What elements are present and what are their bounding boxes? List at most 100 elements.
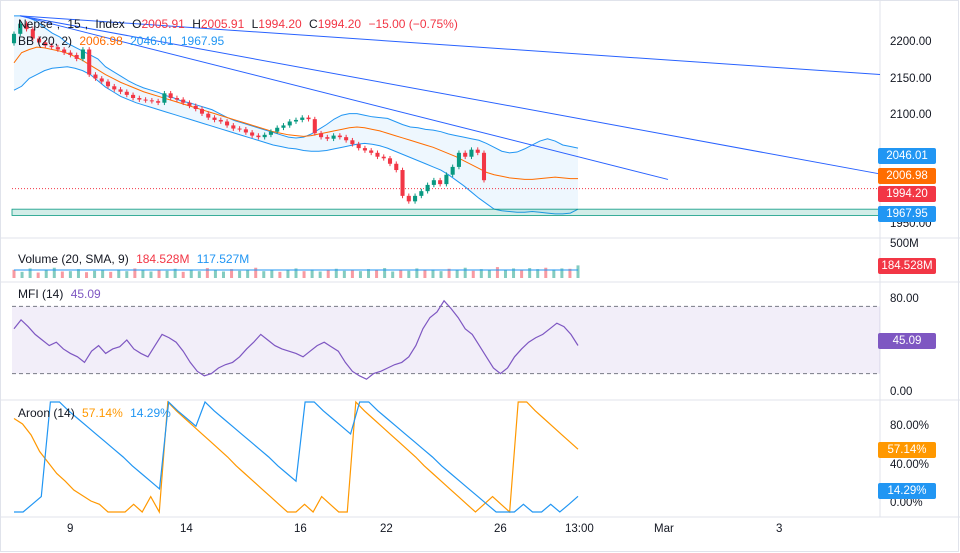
candle-body bbox=[174, 98, 179, 100]
mfi-legend[interactable]: MFI (14) 45.09 bbox=[18, 287, 105, 301]
volume-legend[interactable]: Volume (20, SMA, 9) 184.528M 117.527M bbox=[18, 252, 253, 266]
time-tick: 3 bbox=[776, 523, 783, 535]
trendline-3 bbox=[19, 15, 669, 180]
volume-bar bbox=[326, 270, 330, 278]
candle-body bbox=[350, 140, 355, 145]
candle-body bbox=[325, 137, 330, 139]
candle-body bbox=[112, 86, 117, 90]
volume-bar bbox=[536, 269, 540, 278]
support-zone bbox=[11, 208, 881, 216]
volume-bar bbox=[165, 270, 169, 278]
candle-body bbox=[250, 132, 255, 136]
interval[interactable]: 15 bbox=[67, 17, 81, 31]
candle-body bbox=[306, 117, 311, 120]
volume-bar bbox=[350, 269, 354, 278]
bb-basis-badge: 2006.98 bbox=[878, 168, 936, 184]
volume-bar bbox=[576, 265, 580, 278]
volume-bar bbox=[528, 268, 532, 278]
candle-body bbox=[62, 49, 67, 53]
volume-bar bbox=[487, 269, 491, 278]
volume-bar bbox=[52, 267, 56, 278]
candle-body bbox=[287, 121, 292, 126]
volume-bar bbox=[270, 269, 274, 278]
candle-body bbox=[37, 38, 42, 43]
volume-bar bbox=[76, 269, 80, 278]
candle-body bbox=[49, 45, 54, 48]
candle-body bbox=[131, 94, 136, 99]
candle-body bbox=[337, 135, 342, 138]
time-tick: 14 bbox=[180, 523, 193, 535]
volume-bar bbox=[358, 271, 362, 278]
price-tick: 2100.00 bbox=[890, 109, 932, 121]
volume-bar bbox=[375, 270, 379, 278]
volume-bar bbox=[246, 270, 250, 278]
volume-bar bbox=[383, 268, 387, 278]
volume-bar bbox=[157, 269, 161, 278]
candle-body bbox=[406, 195, 411, 202]
time-tick: 9 bbox=[67, 523, 74, 535]
volume-bar bbox=[181, 271, 185, 278]
volume-name: Volume (20, SMA, 9) bbox=[18, 252, 129, 266]
trendline-2 bbox=[19, 15, 881, 175]
candle-body bbox=[243, 129, 248, 133]
exchange: Index bbox=[95, 17, 125, 31]
time-tick: 22 bbox=[380, 523, 393, 535]
candle-body bbox=[275, 127, 280, 132]
candle-body bbox=[199, 108, 205, 114]
candle-body bbox=[312, 119, 317, 134]
candle-body bbox=[99, 78, 104, 82]
volume-bar bbox=[503, 270, 507, 278]
volume-bar bbox=[479, 269, 483, 278]
candle-body bbox=[356, 144, 361, 149]
candle-body bbox=[237, 128, 242, 130]
bb-upper-line bbox=[14, 15, 579, 154]
high-label: H bbox=[192, 17, 201, 31]
volume-bar bbox=[101, 270, 105, 278]
mfi-band-fill bbox=[12, 306, 880, 374]
bb-lower-badge: 1967.95 bbox=[878, 206, 936, 222]
candle-body bbox=[394, 163, 399, 171]
symbol-name[interactable]: Nepse bbox=[18, 17, 53, 31]
candle-body bbox=[162, 93, 167, 103]
candle-body bbox=[262, 134, 267, 138]
volume-bar bbox=[238, 270, 242, 278]
time-tick: 16 bbox=[294, 523, 307, 535]
candle-body bbox=[319, 133, 324, 138]
volume-bar bbox=[68, 271, 72, 278]
volume-bar bbox=[342, 270, 346, 278]
volume-bar bbox=[367, 269, 371, 278]
aroon-legend[interactable]: Aroon (14) 57.14% 14.29% bbox=[18, 406, 175, 420]
candle-body bbox=[43, 42, 48, 46]
candle-body bbox=[187, 102, 192, 106]
candle-body bbox=[181, 99, 186, 103]
close-value: 1994.20 bbox=[317, 17, 362, 31]
candle-body bbox=[156, 101, 161, 103]
volume-bar bbox=[520, 269, 524, 278]
candle-body bbox=[481, 152, 487, 181]
candle-body bbox=[369, 150, 374, 153]
candle-body bbox=[469, 149, 474, 157]
time-tick: 26 bbox=[494, 523, 507, 535]
bb-upper-value: 2046.01 bbox=[130, 34, 174, 48]
candle-body bbox=[300, 117, 305, 120]
volume-bar bbox=[471, 270, 475, 278]
candle-body bbox=[30, 29, 35, 39]
candle-body bbox=[149, 100, 154, 102]
volume-bar bbox=[318, 271, 322, 278]
bb-band-fill bbox=[14, 15, 578, 214]
volume-bar bbox=[213, 270, 217, 278]
candle-body bbox=[387, 158, 393, 164]
aroon-up-value: 57.14% bbox=[82, 406, 123, 420]
change-value: −15.00 (−0.75%) bbox=[368, 17, 458, 31]
last-price-badge: 1994.20 bbox=[878, 186, 936, 202]
candle-body bbox=[218, 119, 223, 122]
candle-body bbox=[231, 125, 236, 129]
candle-body bbox=[293, 119, 299, 122]
aroon-down-line bbox=[14, 400, 579, 513]
bb-legend[interactable]: BB (20, 2) 2006.98 2046.01 1967.95 bbox=[18, 34, 228, 48]
volume-bar bbox=[20, 271, 24, 278]
volume-bar bbox=[302, 271, 306, 278]
candle-body bbox=[168, 93, 173, 99]
candle-body bbox=[212, 117, 217, 120]
volume-bar bbox=[85, 272, 89, 278]
